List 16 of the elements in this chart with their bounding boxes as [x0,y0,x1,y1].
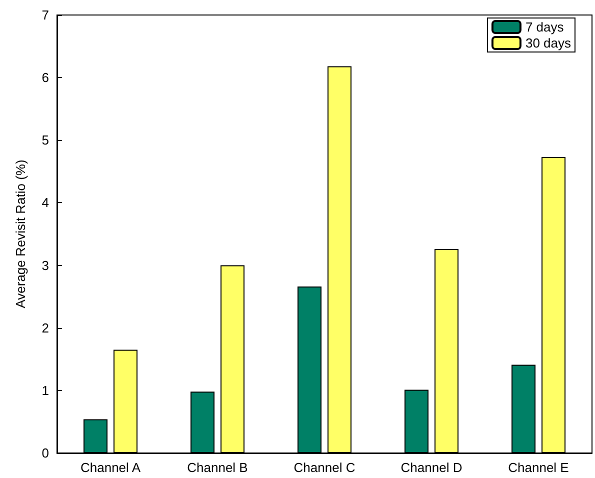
y-tick-label: 7 [42,8,49,22]
y-tick-label: 2 [42,320,49,336]
x-tick-label: Channel A [80,460,141,475]
legend-label: 7 days [525,20,564,34]
y-tick-label: 3 [42,258,49,273]
x-tick-label: Channel B [187,460,248,475]
legend-label: 30 days [525,36,572,50]
x-tick-label: Channel E [508,460,570,475]
x-tick-label: Channel C [294,460,356,475]
y-tick-label: 6 [42,70,49,86]
y-axis-title: Average Revisit Ratio (%) [13,160,28,308]
y-tick-label: 4 [42,195,49,210]
y-tick-label: 5 [42,132,49,148]
x-tick-label: Channel D [400,460,462,475]
y-tick-label: 0 [42,446,49,460]
y-tick-label: 1 [42,382,49,398]
